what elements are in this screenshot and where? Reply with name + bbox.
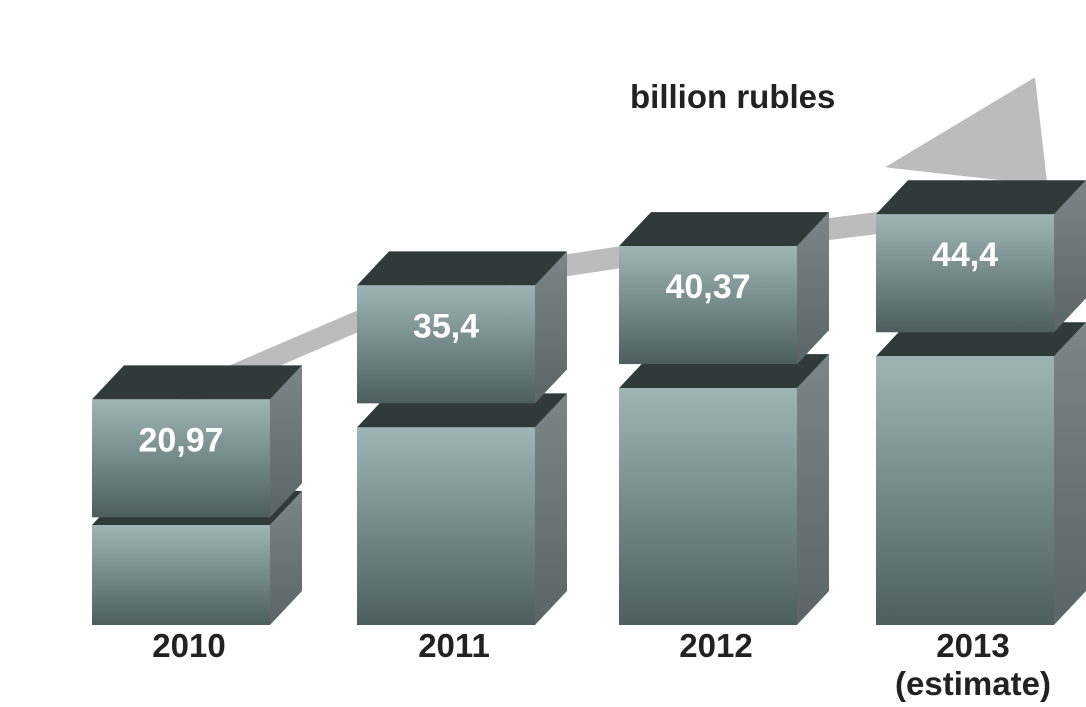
- bar-upper-2013-front: [876, 214, 1054, 333]
- bar-upper-2010-front: [92, 399, 270, 518]
- bar-2012: 40,37: [619, 212, 829, 625]
- bar-lower-2012-front: [619, 388, 797, 625]
- category-labels: 2010 2011 2012 2013(estimate): [152, 627, 1051, 702]
- bar-upper-2013-side: [1054, 180, 1086, 333]
- bar-2011: 35,4: [357, 251, 567, 625]
- bar-upper-2010-side: [270, 365, 302, 518]
- bar-upper-2012-top: [619, 212, 829, 247]
- bars: 20,97 35,4 40,37 44,4: [92, 180, 1086, 625]
- unit-label: billion rubles: [630, 78, 835, 115]
- bar-upper-2011: [357, 251, 567, 404]
- bar-lower-2010-side: [270, 491, 302, 625]
- category-label-2013: 2013: [936, 627, 1009, 664]
- bar-lower-2010-front: [92, 525, 270, 625]
- bar-lower-2011: [357, 393, 567, 625]
- bar-upper-2012: [619, 212, 829, 365]
- bar-lower-2012: [619, 354, 829, 625]
- bar-2013: 44,4: [876, 180, 1086, 625]
- bar-lower-2013-front: [876, 356, 1054, 625]
- bar-upper-2012-front: [619, 246, 797, 365]
- category-label-2012: 2012: [679, 627, 752, 664]
- bar-upper-2010-top: [92, 365, 302, 400]
- bar-lower-2011-side: [535, 393, 567, 625]
- value-label-2010: 20,97: [138, 421, 223, 459]
- bar-upper-2013-top: [876, 180, 1086, 215]
- category-label-2010: 2010: [152, 627, 225, 664]
- bar-lower-2012-side: [797, 354, 829, 625]
- bar-upper-2011-front: [357, 285, 535, 404]
- bar-upper-2010: [92, 365, 302, 518]
- bar-lower-2011-front: [357, 427, 535, 625]
- value-label-2011: 35,4: [413, 307, 479, 345]
- bar-2010: 20,97: [92, 365, 302, 625]
- value-label-2013: 44,4: [932, 236, 998, 274]
- bar-upper-2011-side: [535, 251, 567, 404]
- bar-upper-2012-side: [797, 212, 829, 365]
- bar-upper-2013: [876, 180, 1086, 333]
- category-sublabel-2013: (estimate): [895, 665, 1051, 702]
- bar-lower-2013-side: [1054, 322, 1086, 625]
- category-label-2011: 2011: [418, 627, 490, 664]
- bar-lower-2013: [876, 322, 1086, 625]
- bar-upper-2011-top: [357, 251, 567, 286]
- value-label-2012: 40,37: [665, 268, 750, 306]
